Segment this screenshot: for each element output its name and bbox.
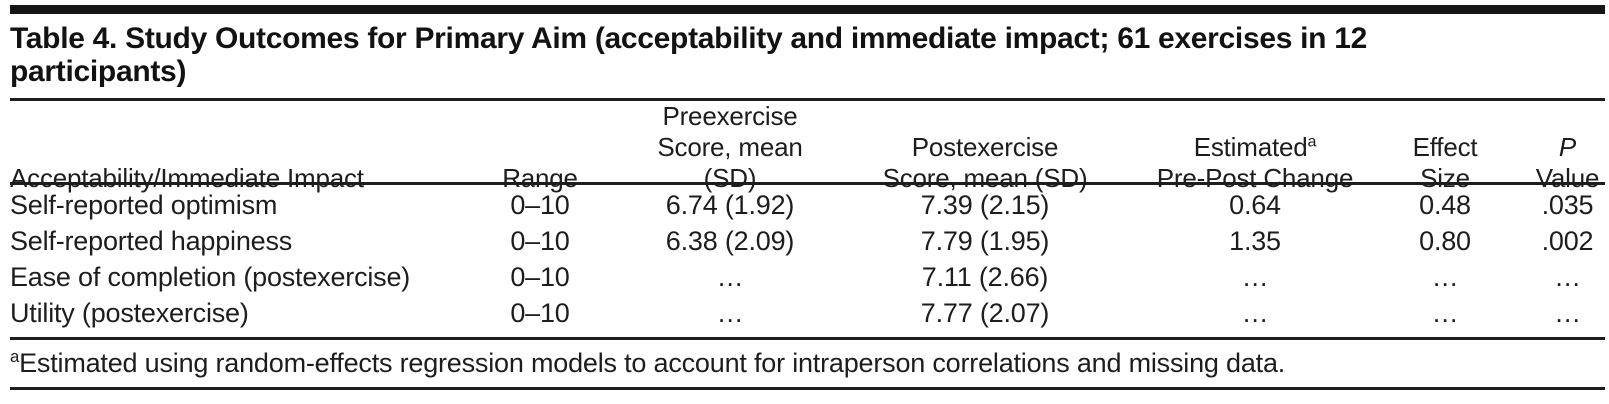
table-row: Self-reported optimism 0–10 6.74 (1.92) … bbox=[10, 187, 1605, 223]
cell-change: 0.64 bbox=[1229, 190, 1281, 220]
header-line: Pre-Post Change bbox=[1156, 163, 1354, 193]
table-footnote: aEstimated using random-effects regressi… bbox=[10, 340, 1605, 387]
header-acceptability-impact: Acceptability/Immediate Impact bbox=[10, 163, 440, 194]
cell-range: 0–10 bbox=[510, 298, 570, 328]
cell-range: 0–10 bbox=[510, 190, 570, 220]
table-body: Self-reported optimism 0–10 6.74 (1.92) … bbox=[0, 185, 1609, 337]
cell-p-value: .002 bbox=[1541, 226, 1594, 256]
cell-label: Self-reported optimism bbox=[10, 190, 278, 220]
cell-label: Ease of completion (postexercise) bbox=[10, 262, 411, 292]
body-divider bbox=[10, 337, 1605, 340]
header-line: Postexercise bbox=[911, 132, 1059, 162]
header-range: Range bbox=[440, 163, 640, 194]
header-postexercise-score: Postexercise Score, mean (SD) bbox=[820, 132, 1150, 194]
header-estimated-change: Estimateda Pre-Post Change bbox=[1150, 132, 1360, 194]
cell-pre-score: … bbox=[716, 298, 744, 328]
header-line: Score, mean (SD) bbox=[882, 163, 1088, 193]
header-preexercise-score: Preexercise Score, mean (SD) bbox=[640, 101, 820, 194]
cell-post-score: 7.11 (2.66) bbox=[921, 262, 1049, 292]
cell-label: Utility (postexercise) bbox=[10, 298, 249, 328]
header-p-value: P Value bbox=[1530, 132, 1605, 194]
cell-change: … bbox=[1241, 298, 1269, 328]
cell-change: 1.35 bbox=[1229, 226, 1281, 256]
bottom-rule bbox=[10, 387, 1605, 390]
cell-range: 0–10 bbox=[510, 226, 570, 256]
table-header-row: Acceptability/Immediate Impact Range Pre… bbox=[10, 101, 1605, 193]
footnote-marker-a: a bbox=[10, 347, 20, 366]
cell-effect-size: 0.48 bbox=[1419, 190, 1471, 220]
footnote-text: Estimated using random-effects regressio… bbox=[19, 348, 1286, 378]
cell-p-value: … bbox=[1554, 262, 1581, 292]
title-divider bbox=[10, 98, 1605, 101]
cell-post-score: 7.79 (1.95) bbox=[920, 226, 1050, 256]
header-line: Range bbox=[502, 163, 578, 193]
cell-pre-score: 6.74 (1.92) bbox=[665, 190, 795, 220]
table-title: Table 4. Study Outcomes for Primary Aim … bbox=[10, 22, 1368, 88]
header-line: Value bbox=[1535, 163, 1600, 193]
header-divider bbox=[10, 182, 1605, 185]
footnote-marker-a: a bbox=[1307, 132, 1317, 151]
cell-range: 0–10 bbox=[510, 262, 570, 292]
table-row: Utility (postexercise) 0–10 … 7.77 (2.07… bbox=[10, 295, 1605, 331]
cell-effect-size: … bbox=[1431, 262, 1459, 292]
header-effect-size: Effect Size bbox=[1360, 132, 1530, 194]
cell-post-score: 7.77 (2.07) bbox=[920, 298, 1050, 328]
top-rule bbox=[10, 5, 1605, 14]
cell-change: … bbox=[1241, 262, 1269, 292]
cell-effect-size: … bbox=[1431, 298, 1459, 328]
header-line: Estimateda bbox=[1150, 132, 1360, 163]
cell-effect-size: 0.80 bbox=[1419, 226, 1471, 256]
header-line: Acceptability/Immediate Impact bbox=[10, 163, 364, 193]
table-row: Self-reported happiness 0–10 6.38 (2.09)… bbox=[10, 223, 1605, 259]
cell-post-score: 7.39 (2.15) bbox=[920, 190, 1050, 220]
header-estimated-text: Estimated bbox=[1193, 132, 1308, 162]
cell-pre-score: … bbox=[716, 262, 744, 292]
header-line: Size bbox=[1420, 163, 1470, 193]
cell-pre-score: 6.38 (2.09) bbox=[665, 226, 795, 256]
header-line: Preexercise bbox=[662, 101, 798, 131]
header-line: P bbox=[1558, 132, 1577, 162]
cell-label: Self-reported happiness bbox=[10, 226, 293, 256]
cell-p-value: … bbox=[1554, 298, 1581, 328]
table-row: Ease of completion (postexercise) 0–10 …… bbox=[10, 259, 1605, 295]
cell-p-value: .035 bbox=[1541, 190, 1594, 220]
header-line: Score, mean (SD) bbox=[657, 132, 803, 193]
header-line: Effect bbox=[1412, 132, 1478, 162]
